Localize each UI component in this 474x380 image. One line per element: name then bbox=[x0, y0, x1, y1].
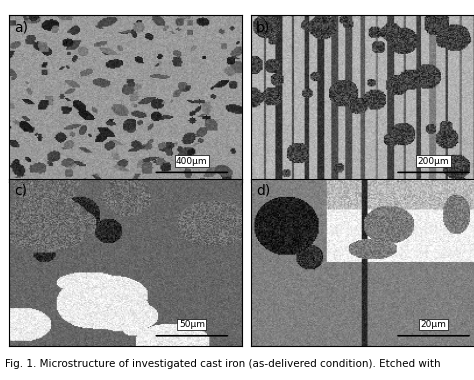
Text: Fig. 1. Microstructure of investigated cast iron (as-delivered condition). Etche: Fig. 1. Microstructure of investigated c… bbox=[5, 359, 440, 369]
Text: 50μm: 50μm bbox=[179, 320, 205, 329]
Text: b): b) bbox=[256, 20, 270, 34]
Text: 20μm: 20μm bbox=[420, 320, 447, 329]
Text: d): d) bbox=[256, 184, 270, 198]
Text: a): a) bbox=[14, 20, 28, 34]
Text: 200μm: 200μm bbox=[418, 157, 449, 166]
Text: 400μm: 400μm bbox=[176, 157, 208, 166]
Text: c): c) bbox=[14, 184, 27, 198]
